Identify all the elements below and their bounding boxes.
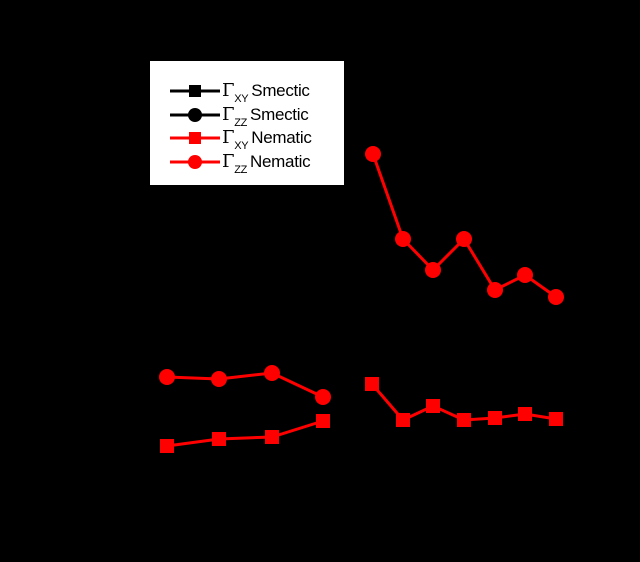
series-layer bbox=[159, 146, 564, 453]
circle-marker bbox=[425, 262, 441, 278]
square-marker bbox=[160, 439, 174, 453]
series-line bbox=[166, 419, 324, 448]
square-marker bbox=[457, 413, 471, 427]
square-marker bbox=[396, 413, 410, 427]
circle-marker-icon bbox=[170, 108, 220, 122]
circle-marker bbox=[395, 231, 411, 247]
square-marker-icon bbox=[170, 85, 220, 97]
legend-item-gamma-zz-nematic: ΓZZ Nematic bbox=[150, 150, 346, 176]
legend-item-gamma-zz-smectic: ΓZZ Smectic bbox=[150, 103, 346, 129]
legend-label: ΓZZ Smectic bbox=[222, 104, 309, 129]
square-marker bbox=[549, 412, 563, 426]
circle-marker bbox=[517, 267, 533, 283]
data-series bbox=[365, 377, 563, 427]
square-marker bbox=[488, 411, 502, 425]
square-marker bbox=[426, 399, 440, 413]
legend-label: ΓXY Smectic bbox=[222, 80, 310, 105]
circle-marker bbox=[548, 289, 564, 305]
data-series bbox=[160, 414, 330, 453]
square-marker-icon bbox=[170, 132, 220, 144]
circle-marker bbox=[211, 371, 227, 387]
circle-marker bbox=[159, 369, 175, 385]
series-line bbox=[166, 371, 324, 399]
data-series bbox=[365, 146, 564, 305]
square-marker bbox=[316, 414, 330, 428]
legend-label: ΓZZ Nematic bbox=[222, 151, 311, 176]
circle-marker bbox=[315, 389, 331, 405]
data-series bbox=[159, 365, 331, 405]
legend-label: ΓXY Nematic bbox=[222, 127, 312, 152]
circle-marker-icon bbox=[170, 155, 220, 169]
legend-item-gamma-xy-smectic: ΓXY Smectic bbox=[150, 79, 346, 105]
circle-marker bbox=[264, 365, 280, 381]
circle-marker bbox=[456, 231, 472, 247]
square-marker bbox=[518, 407, 532, 421]
legend-item-gamma-xy-nematic: ΓXY Nematic bbox=[150, 126, 346, 152]
square-marker bbox=[365, 377, 379, 391]
square-marker bbox=[212, 432, 226, 446]
circle-marker bbox=[487, 282, 503, 298]
legend: ΓXY Smectic ΓZZ Smectic ΓXY Nematic ΓZZ Nema… bbox=[149, 60, 345, 186]
square-marker bbox=[265, 430, 279, 444]
circle-marker bbox=[365, 146, 381, 162]
